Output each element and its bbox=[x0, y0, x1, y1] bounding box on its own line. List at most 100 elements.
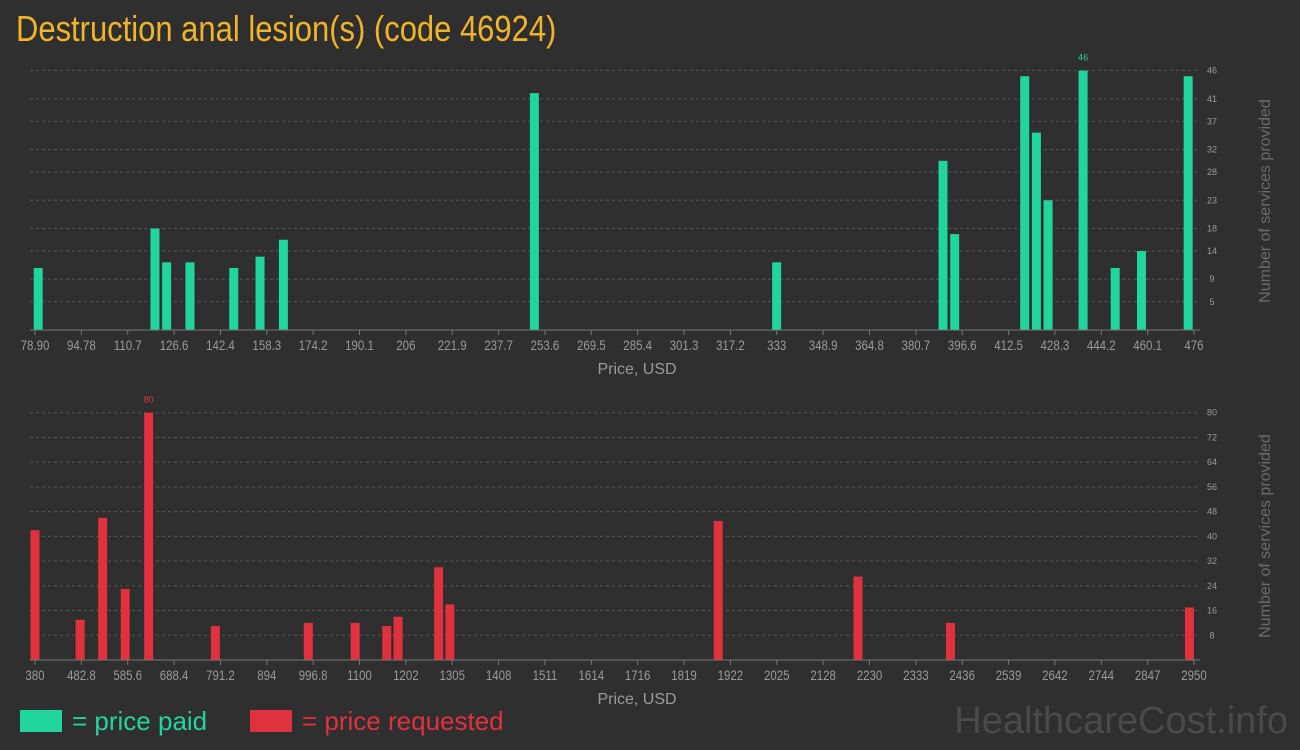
paid-y-tick-label: 23 bbox=[1207, 195, 1217, 205]
requested-x-tick-label: 2950 bbox=[1181, 667, 1207, 683]
paid-x-tick-label: 142.4 bbox=[206, 337, 235, 353]
requested-x-tick-label: 1305 bbox=[439, 667, 465, 683]
requested-x-tick-label: 2333 bbox=[903, 667, 929, 683]
requested-bar bbox=[30, 530, 40, 660]
paid-x-tick-label: 333 bbox=[767, 337, 786, 353]
watermark: HealthcareCost.info bbox=[954, 700, 1288, 742]
paid-x-tick-label: 94.78 bbox=[67, 337, 96, 353]
paid-bar bbox=[162, 262, 172, 330]
paid-x-tick-label: 460.1 bbox=[1133, 337, 1162, 353]
paid-x-tick-label: 190.1 bbox=[345, 337, 374, 353]
paid-x-tick-label: 364.8 bbox=[855, 337, 884, 353]
paid-y-tick-label: 32 bbox=[1207, 145, 1217, 155]
legend-label-paid: = price paid bbox=[72, 705, 208, 736]
requested-x-tick-label: 2642 bbox=[1042, 667, 1068, 683]
paid-bar bbox=[1031, 132, 1041, 330]
requested-x-tick-label: 688.4 bbox=[160, 667, 189, 683]
legend-label-requested: = price requested bbox=[302, 705, 504, 736]
requested-bar bbox=[98, 517, 108, 660]
paid-x-tick-label: 174.2 bbox=[299, 337, 328, 353]
requested-y-axis-label: Number of services provided bbox=[1257, 434, 1274, 638]
requested-max-label: 80 bbox=[144, 395, 154, 405]
requested-x-tick-label: 1819 bbox=[671, 667, 697, 683]
requested-x-tick-label: 1202 bbox=[393, 667, 419, 683]
requested-x-tick-label: 2025 bbox=[764, 667, 790, 683]
paid-y-tick-label: 28 bbox=[1207, 167, 1217, 177]
requested-x-tick-label: 1408 bbox=[486, 667, 512, 683]
requested-bar bbox=[945, 622, 955, 660]
paid-y-tick-label: 37 bbox=[1207, 116, 1217, 126]
requested-x-tick-label: 2230 bbox=[857, 667, 883, 683]
page-title: Destruction anal lesion(s) (code 46924) bbox=[16, 8, 557, 49]
paid-bar bbox=[1110, 267, 1120, 330]
legend-requested: = price requested bbox=[250, 706, 504, 736]
requested-x-tick-label: 2436 bbox=[949, 667, 975, 683]
requested-y-tick-label: 80 bbox=[1207, 408, 1217, 418]
paid-x-tick-label: 221.9 bbox=[438, 337, 467, 353]
paid-x-tick-label: 428.3 bbox=[1041, 337, 1070, 353]
requested-x-axis-label: Price, USD bbox=[597, 691, 676, 708]
paid-bar bbox=[1020, 76, 1030, 330]
paid-bar bbox=[255, 256, 265, 330]
requested-bar bbox=[350, 622, 360, 660]
paid-bar bbox=[229, 267, 239, 330]
paid-x-tick-label: 78.90 bbox=[21, 337, 50, 353]
paid-x-tick-label: 348.9 bbox=[809, 337, 838, 353]
paid-y-tick-label: 5 bbox=[1209, 297, 1214, 307]
paid-x-tick-label: 158.3 bbox=[252, 337, 281, 353]
requested-y-tick-label: 32 bbox=[1207, 556, 1217, 566]
requested-x-tick-label: 1100 bbox=[347, 667, 372, 683]
paid-x-tick-label: 412.5 bbox=[994, 337, 1023, 353]
paid-bar bbox=[1183, 76, 1193, 330]
requested-x-tick-label: 894 bbox=[257, 667, 276, 683]
paid-bar bbox=[1043, 200, 1053, 330]
requested-y-tick-label: 56 bbox=[1207, 482, 1217, 492]
paid-x-tick-label: 444.2 bbox=[1087, 337, 1116, 353]
requested-x-tick-label: 1614 bbox=[579, 667, 605, 683]
paid-x-tick-label: 269.5 bbox=[577, 337, 606, 353]
requested-bar bbox=[75, 619, 85, 660]
requested-y-tick-label: 40 bbox=[1207, 531, 1217, 541]
paid-x-axis-label: Price, USD bbox=[597, 361, 676, 378]
paid-bar bbox=[150, 228, 160, 330]
requested-y-tick-label: 24 bbox=[1207, 581, 1217, 591]
paid-y-tick-label: 14 bbox=[1207, 246, 1217, 256]
requested-bar bbox=[393, 616, 403, 660]
requested-x-tick-label: 996.8 bbox=[299, 667, 328, 683]
requested-y-tick-label: 64 bbox=[1207, 457, 1217, 467]
paid-x-tick-label: 476 bbox=[1184, 337, 1203, 353]
paid-bar bbox=[529, 93, 539, 331]
requested-bar bbox=[144, 412, 154, 660]
requested-x-tick-label: 791.2 bbox=[206, 667, 235, 683]
paid-x-tick-label: 206 bbox=[396, 337, 415, 353]
paid-x-tick-label: 237.7 bbox=[484, 337, 513, 353]
requested-bar bbox=[445, 604, 455, 660]
paid-x-tick-label: 253.6 bbox=[531, 337, 560, 353]
requested-y-tick-label: 16 bbox=[1207, 606, 1217, 616]
requested-x-tick-label: 1511 bbox=[533, 667, 558, 683]
requested-bar bbox=[1184, 607, 1194, 660]
paid-x-tick-label: 126.6 bbox=[160, 337, 189, 353]
paid-x-tick-label: 317.2 bbox=[716, 337, 745, 353]
requested-bar bbox=[382, 626, 392, 660]
requested-bar bbox=[303, 622, 313, 660]
paid-bar bbox=[772, 262, 782, 330]
paid-x-tick-label: 285.4 bbox=[623, 337, 652, 353]
requested-x-tick-label: 2744 bbox=[1089, 667, 1115, 683]
legend-swatch-paid bbox=[20, 710, 62, 732]
requested-x-tick-label: 1922 bbox=[718, 667, 744, 683]
paid-y-tick-label: 41 bbox=[1207, 94, 1217, 104]
paid-y-axis-label: Number of services provided bbox=[1257, 99, 1274, 303]
paid-x-tick-label: 380.7 bbox=[901, 337, 930, 353]
paid-x-tick-label: 301.3 bbox=[670, 337, 699, 353]
requested-x-tick-label: 2539 bbox=[996, 667, 1022, 683]
requested-x-tick-label: 1716 bbox=[625, 667, 651, 683]
requested-x-tick-label: 585.6 bbox=[113, 667, 142, 683]
requested-bar bbox=[120, 588, 130, 660]
paid-y-tick-label: 9 bbox=[1209, 274, 1214, 284]
legend-paid: = price paid bbox=[20, 706, 207, 736]
requested-y-tick-label: 48 bbox=[1207, 507, 1217, 517]
paid-max-label: 46 bbox=[1078, 53, 1088, 63]
requested-bar bbox=[713, 520, 723, 660]
